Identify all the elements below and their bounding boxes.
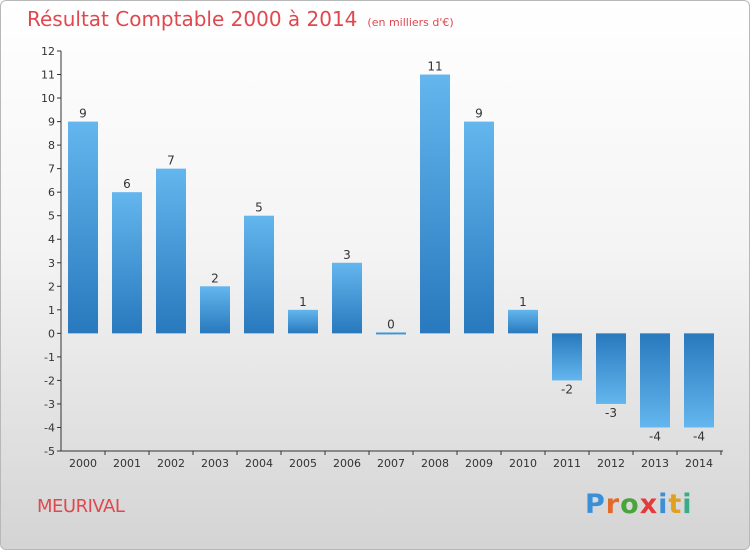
- bar-value-label: -3: [605, 406, 617, 420]
- bar[interactable]: [684, 333, 714, 428]
- x-tick-label: 2009: [465, 457, 493, 470]
- y-tick-label: 2: [48, 280, 55, 293]
- bar-value-label: -4: [693, 429, 705, 443]
- bar[interactable]: [508, 309, 538, 334]
- bar-value-label: 9: [475, 107, 483, 121]
- bars-group: [68, 74, 714, 428]
- x-tick-label: 2006: [333, 457, 361, 470]
- x-tick-label: 2000: [69, 457, 97, 470]
- chart-title: Résultat Comptable 2000 à 2014 (en millie…: [27, 7, 454, 31]
- bar[interactable]: [640, 333, 670, 428]
- bar[interactable]: [332, 262, 362, 334]
- logo-letter: r: [605, 489, 621, 520]
- y-tick-label: 6: [48, 186, 55, 199]
- logo-letter: i: [658, 489, 669, 520]
- y-tick-label: 11: [41, 69, 55, 82]
- y-tick-label: 10: [41, 92, 55, 105]
- x-tick-label: 2007: [377, 457, 405, 470]
- bar-value-label: 6: [123, 177, 131, 191]
- x-tick-label: 2003: [201, 457, 229, 470]
- y-tick-label: 3: [48, 257, 55, 270]
- bar-value-label: 3: [343, 248, 351, 262]
- x-tick-label: 2001: [113, 457, 141, 470]
- y-tick-label: -3: [44, 398, 55, 411]
- bar-value-label: 9: [79, 107, 87, 121]
- y-tick-label: 12: [41, 45, 55, 58]
- bar[interactable]: [552, 333, 582, 381]
- logo-letter: t: [668, 489, 683, 520]
- x-tick-label: 2002: [157, 457, 185, 470]
- bar-value-label: 0: [387, 317, 395, 331]
- bar[interactable]: [156, 168, 186, 334]
- x-tick-label: 2008: [421, 457, 449, 470]
- x-tick-label: 2012: [597, 457, 625, 470]
- x-tick-label: 2011: [553, 457, 581, 470]
- bar[interactable]: [288, 309, 318, 334]
- bar[interactable]: [112, 192, 142, 334]
- bar-value-label: 7: [167, 154, 175, 168]
- bar-value-label: 2: [211, 271, 219, 285]
- x-tick-label: 2010: [509, 457, 537, 470]
- bar-value-label: -4: [649, 429, 661, 443]
- bar[interactable]: [68, 121, 98, 334]
- x-tick-label: 2005: [289, 457, 317, 470]
- proxiti-logo[interactable]: Proxiti: [585, 489, 693, 520]
- commune-name: MEURIVAL: [37, 496, 125, 517]
- y-tick-label: 4: [48, 233, 55, 246]
- title-unit: (en milliers d'€): [367, 16, 454, 29]
- logo-letter: x: [639, 489, 659, 520]
- bar-value-label: 1: [299, 295, 307, 309]
- value-labels-group: 9 6 7 2 5 1 3 0 11 9 1 -2 -3 -4 -4: [79, 60, 705, 444]
- bar[interactable]: [464, 121, 494, 334]
- y-tick-label: -2: [44, 374, 55, 387]
- logo-letter: o: [620, 489, 640, 520]
- title-main: Résultat Comptable 2000 à 2014: [27, 7, 358, 31]
- bar-value-label: 5: [255, 201, 263, 215]
- x-tick-label: 2004: [245, 457, 273, 470]
- bar[interactable]: [200, 286, 230, 334]
- y-tick-label: 7: [48, 163, 55, 176]
- y-tick-label: -1: [44, 351, 55, 364]
- y-tick-label: -5: [44, 445, 55, 458]
- bar[interactable]: [596, 333, 626, 404]
- y-tick-label: 9: [48, 116, 55, 129]
- bar[interactable]: [376, 332, 406, 335]
- x-tick-label: 2014: [685, 457, 713, 470]
- y-tick-label: 1: [48, 304, 55, 317]
- bar[interactable]: [244, 215, 274, 334]
- bar-value-label: 1: [519, 295, 527, 309]
- bar-value-label: 11: [427, 60, 442, 74]
- y-tick-label: -4: [44, 421, 55, 434]
- logo-letter: i: [682, 489, 693, 520]
- x-tick-label: 2013: [641, 457, 669, 470]
- y-tick-label: 5: [48, 210, 55, 223]
- bar-value-label: -2: [561, 382, 573, 396]
- bar[interactable]: [420, 74, 450, 334]
- y-tick-label: 8: [48, 139, 55, 152]
- y-tick-label: 0: [48, 327, 55, 340]
- logo-letter: P: [585, 489, 606, 520]
